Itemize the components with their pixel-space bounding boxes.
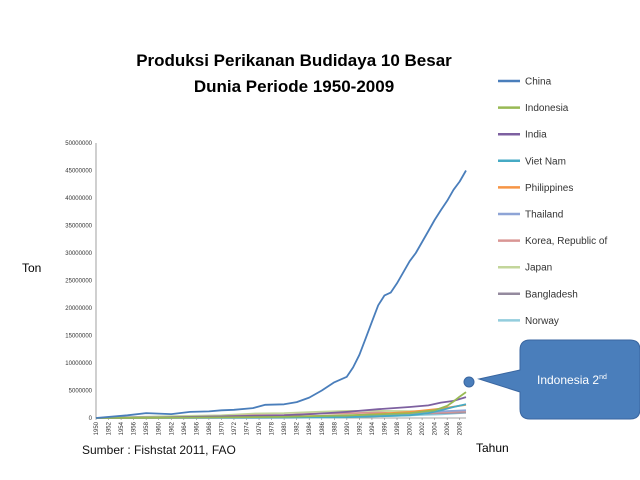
legend-label: Japan xyxy=(525,263,552,274)
x-tick-label: 1990 xyxy=(345,421,351,435)
x-tick-label: 1992 xyxy=(357,421,363,435)
x-tick-label: 1950 xyxy=(94,421,100,435)
y-tick-label: 10000000 xyxy=(65,361,92,367)
y-tick-label: 35000000 xyxy=(65,224,92,230)
series-line-indonesia xyxy=(95,391,467,419)
x-tick-label: 1968 xyxy=(207,421,213,435)
legend-label: Korea, Republic of xyxy=(525,236,607,247)
legend: China Indonesia India Viet Nam Philippines Th… xyxy=(498,77,607,327)
series-lines xyxy=(95,170,467,419)
chart-title-line-2: Dunia Periode 1950-2009 xyxy=(194,77,394,96)
y-tick-label: 0 xyxy=(89,416,93,422)
callout-box xyxy=(477,339,640,420)
callout-label: Indonesia 2nd xyxy=(537,373,607,387)
legend-label: India xyxy=(525,130,547,141)
x-tick-label: 2004 xyxy=(433,421,439,435)
series-line-china xyxy=(95,170,467,419)
x-tick-label: 1956 xyxy=(132,421,138,435)
x-axis-ticks: 1950 1952 1954 1956 1958 1960 1962 1964 1966 1968… xyxy=(94,418,464,435)
legend-label: China xyxy=(525,77,552,88)
y-tick-label: 50000000 xyxy=(65,141,92,147)
indonesia-callout: Indonesia 2nd xyxy=(463,339,640,420)
x-tick-label: 1952 xyxy=(107,421,113,435)
legend-label: Thailand xyxy=(525,210,563,221)
chart-title: Produksi Perikanan Budidaya 10 Besar Dun… xyxy=(136,51,452,96)
y-tick-label: 15000000 xyxy=(65,334,92,340)
legend-label: Bangladesh xyxy=(525,289,578,300)
x-tick-label: 1998 xyxy=(395,421,401,435)
x-tick-label: 1974 xyxy=(245,421,251,435)
legend-label: Indonesia xyxy=(525,103,569,114)
y-tick-label: 30000000 xyxy=(65,251,92,257)
y-tick-label: 40000000 xyxy=(65,196,92,202)
x-tick-label: 1970 xyxy=(219,421,225,435)
legend-label: Viet Nam xyxy=(525,156,566,167)
x-tick-label: 1984 xyxy=(307,421,313,435)
x-tick-label: 1980 xyxy=(282,421,288,435)
x-tick-label: 1994 xyxy=(370,421,376,435)
x-tick-label: 1978 xyxy=(270,421,276,435)
x-tick-label: 1960 xyxy=(157,421,163,435)
x-tick-label: 2006 xyxy=(445,421,451,435)
x-axis-label: Tahun xyxy=(476,441,509,455)
chart-title-line-1: Produksi Perikanan Budidaya 10 Besar xyxy=(136,51,452,70)
x-tick-label: 1982 xyxy=(295,421,301,435)
x-tick-label: 2008 xyxy=(458,421,464,435)
y-tick-label: 45000000 xyxy=(65,169,92,175)
y-tick-label: 25000000 xyxy=(65,279,92,285)
source-note: Sumber : Fishstat 2011, FAO xyxy=(82,443,236,457)
x-tick-label: 1988 xyxy=(332,421,338,435)
y-tick-label: 20000000 xyxy=(65,306,92,312)
y-axis-label: Ton xyxy=(22,261,41,275)
y-axis-ticks: 0 5000000 10000000 15000000 20000000 25000000… xyxy=(65,141,92,422)
x-tick-label: 1958 xyxy=(144,421,150,435)
callout-marker xyxy=(463,376,475,388)
x-tick-label: 1964 xyxy=(182,421,188,435)
x-tick-label: 1962 xyxy=(169,421,175,435)
x-tick-label: 2000 xyxy=(408,421,414,435)
legend-label: Philippines xyxy=(525,183,573,194)
x-tick-label: 1996 xyxy=(382,421,388,435)
x-tick-label: 1986 xyxy=(320,421,326,435)
x-tick-label: 1954 xyxy=(119,421,125,435)
x-tick-label: 1972 xyxy=(232,421,238,435)
x-tick-label: 2002 xyxy=(420,421,426,435)
y-tick-label: 5000000 xyxy=(69,389,93,395)
plot-area: 0 5000000 10000000 15000000 20000000 25000000… xyxy=(65,141,467,435)
x-tick-label: 1966 xyxy=(194,421,200,435)
legend-label: Norway xyxy=(525,316,559,327)
x-tick-label: 1976 xyxy=(257,421,263,435)
